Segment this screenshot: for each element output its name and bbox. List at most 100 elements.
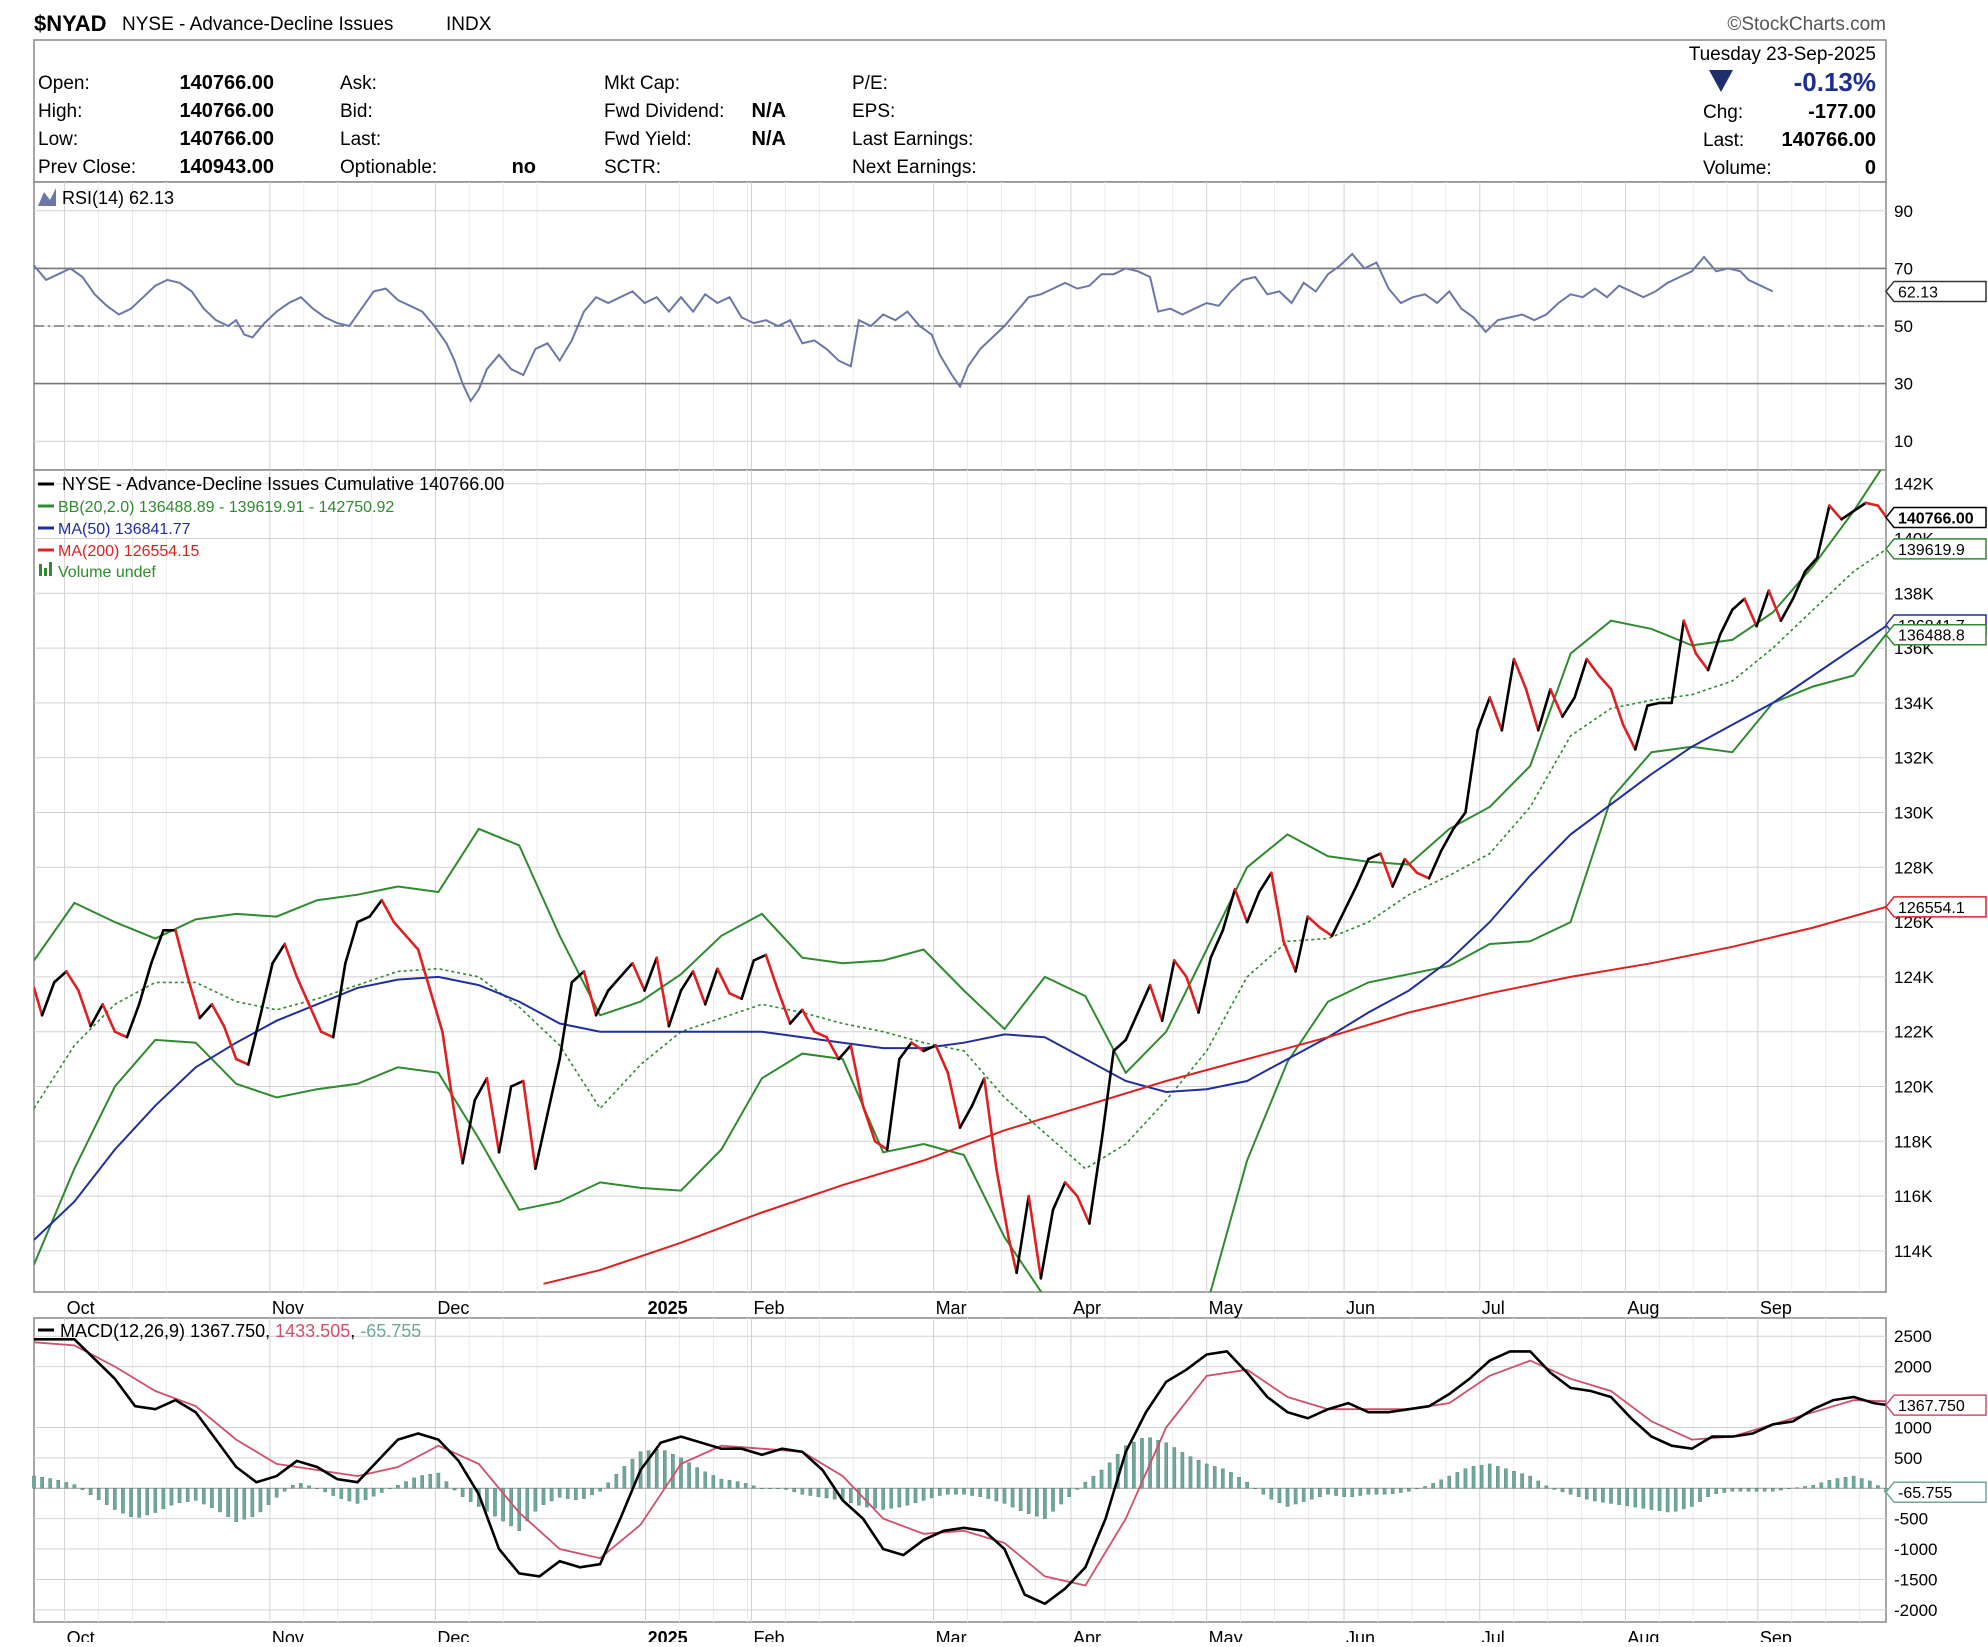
price-segment-36 [453,1112,464,1165]
price-segment-89 [1088,1140,1103,1225]
x-tick-label-0-1: Nov [272,1298,304,1318]
macd-hist-bar-156 [663,1450,667,1489]
macd-hist-bar-90 [396,1484,400,1489]
price-segment-138 [1682,619,1698,655]
macd-hist-bar-294 [1221,1468,1225,1489]
price-segment-76 [934,1044,950,1075]
price-tick-label-118K: 118K [1894,1132,1933,1151]
price-segment-29 [368,898,384,918]
macd-hist-bar-288 [1196,1460,1201,1489]
price-segment-133 [1621,723,1637,751]
price-segment-42 [521,1079,537,1170]
macd-hist-bar-422 [1738,1488,1743,1492]
price-segment-109 [1330,909,1346,938]
macd-hist-bar-446 [1835,1478,1840,1489]
macd-hist-bar-456 [1876,1485,1880,1489]
price-segment-7 [101,1002,117,1033]
macd-hist-bar-100 [436,1472,441,1489]
macd-hist-bar-136 [582,1488,586,1499]
last-value: 140766.00 [1781,129,1876,151]
quote-label-col2-2: Last: [340,129,381,150]
price-segment-23 [295,975,311,1006]
price-segment-58 [716,967,731,995]
x-tick-label-1-1: Nov [272,1628,304,1642]
macd-hist-bar-160 [679,1457,683,1489]
macd-tag-macd-tag [1885,1394,1987,1416]
macd-tag-macd-tag-label: 1367.750 [1898,1398,1965,1415]
price-segment-37 [461,1098,477,1165]
macd-hist-bar-228 [954,1488,958,1495]
price-segment-78 [958,1104,974,1129]
price-segment-145 [1767,589,1783,623]
price-segment-92 [1124,1011,1140,1042]
price-segment-70 [861,1104,877,1143]
price-segment-16 [210,1002,226,1028]
price-segment-15 [198,1002,214,1020]
price-legend-text: NYSE - Advance-Decline Issues Cumulative… [62,474,504,494]
macd-hist-bar-242 [1010,1488,1015,1508]
price-segment-51 [631,961,646,992]
symbol: $NYAD [34,11,107,36]
macd-hist-bar-208 [873,1488,877,1509]
macd-hist-bar-282 [1172,1447,1177,1489]
macd-hist-bar-364 [1504,1468,1508,1489]
exchange: INDX [446,14,492,35]
chg-label: Chg: [1703,102,1743,123]
macd-hist-bar-438 [1803,1486,1807,1489]
price-segment-1 [34,986,44,1017]
macd-hist-bar-450 [1851,1475,1856,1489]
macd-hist-bar-330 [1366,1488,1371,1495]
macd-hist-bar-390 [1609,1488,1613,1504]
chg-value: -177.00 [1808,101,1876,123]
macd-hist-bar-384 [1584,1488,1589,1500]
price-segment-17 [222,1024,238,1061]
macd-hist-bar-120 [517,1488,522,1531]
volume-label: Volume: [1703,158,1772,179]
price-tag-price-tag-label: 140766.00 [1898,511,1974,528]
macd-hist-bar-204 [857,1488,861,1506]
quote-value-left-1: 140766.00 [179,100,274,122]
price-segment-123 [1500,657,1516,732]
price-segment-83 [1015,1194,1031,1275]
pct-change: -0.13% [1794,67,1876,97]
macd-hist-bar-298 [1237,1477,1241,1489]
macd-hist-bar-322 [1334,1488,1338,1496]
symbol-name: NYSE - Advance-Decline Issues [122,14,393,35]
macd-frame [33,1317,1887,1623]
macd-hist-bar-372 [1536,1480,1541,1489]
macd-hist-bar-174 [735,1481,740,1489]
price-segment-59 [728,992,743,1001]
macd-legend-signal: 1433.505 [275,1321,350,1341]
volume-value: 0 [1865,157,1876,179]
macd-hist-bar-168 [711,1475,716,1489]
price-segment-151 [1840,509,1855,521]
price-segment-62 [764,953,780,992]
price-segment-53 [655,956,671,1028]
price-segment-79 [970,1076,986,1107]
macd-hist-bar-396 [1633,1488,1638,1508]
macd-tick-label-2000: 2000 [1894,1358,1932,1377]
macd-hist-bar-312 [1293,1488,1298,1505]
price-segment-131 [1597,674,1613,691]
quote-label-left-2: Low: [38,129,78,150]
macd-hist-bar-316 [1309,1488,1314,1500]
price-segment-84 [1027,1194,1043,1280]
price-segment-137 [1670,619,1686,705]
quote-label-col3-0: Mkt Cap: [604,73,680,94]
x-tick-label-1-11: Sep [1760,1628,1792,1642]
rsi-legend: RSI(14) 62.13 [38,188,174,208]
macd-hist-bar-350 [1447,1475,1452,1489]
price-segment-126 [1536,687,1552,732]
macd-hist-bar-356 [1471,1466,1476,1489]
macd-hist-bar-12 [80,1488,85,1490]
macd-hist-bar-34 [169,1488,174,1506]
price-segment-125 [1524,687,1540,732]
macd-hist-bar-202 [849,1488,853,1504]
quote-label-left-0: Open: [38,73,90,94]
macd-hist-bar-290 [1204,1463,1209,1489]
bb-lower-line [34,633,1886,1292]
macd-tag-histogram-tag-label: -65.755 [1898,1485,1952,1502]
price-tick-label-130K: 130K [1894,804,1934,823]
